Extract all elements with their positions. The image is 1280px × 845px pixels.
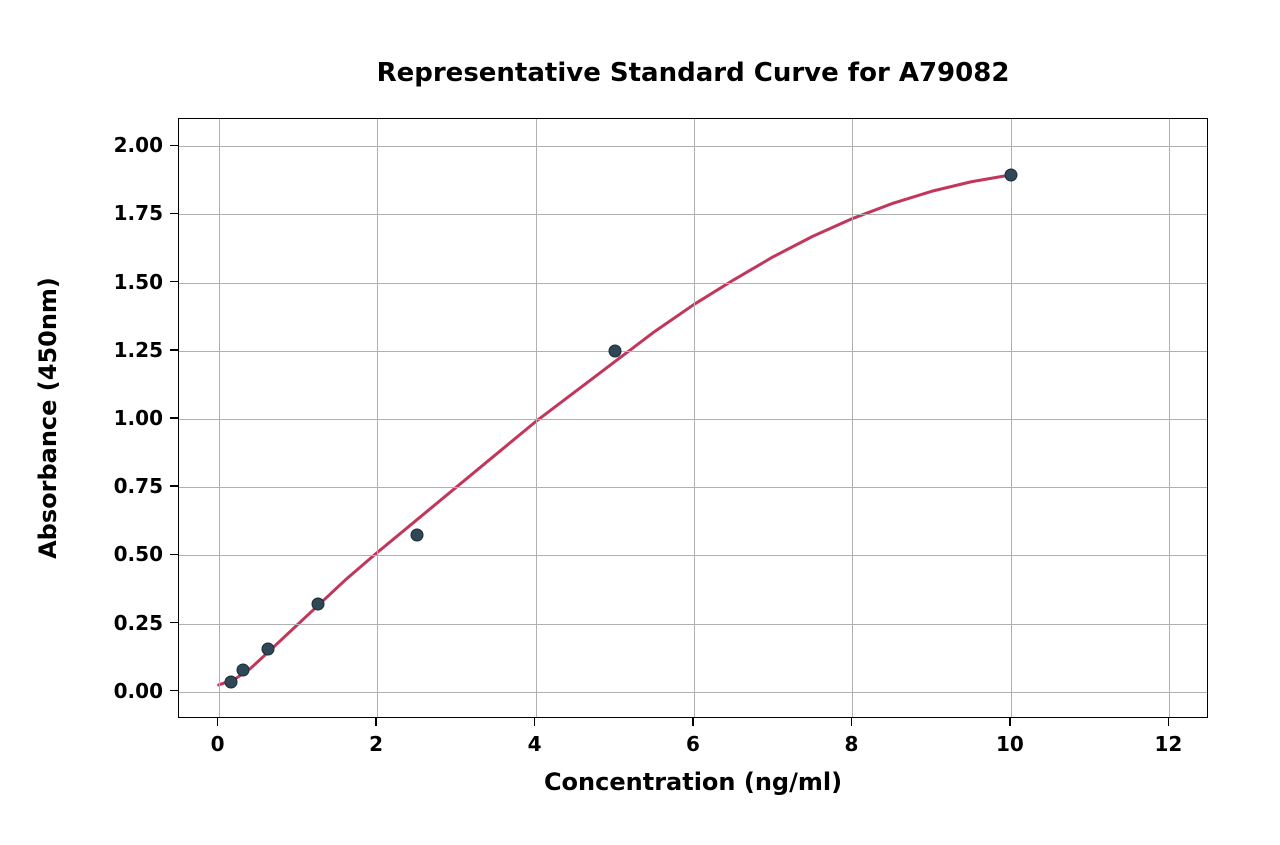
x-tick-label: 2: [369, 732, 383, 756]
grid-line-vertical: [536, 119, 537, 717]
grid-line-vertical: [1169, 119, 1170, 717]
x-tick-label: 4: [528, 732, 542, 756]
data-point: [237, 663, 250, 676]
data-point: [262, 643, 275, 656]
grid-line-horizontal: [179, 351, 1207, 352]
grid-line-vertical: [1011, 119, 1012, 717]
plot-area: [178, 118, 1208, 718]
x-tick: [692, 718, 694, 726]
grid-line-vertical: [377, 119, 378, 717]
x-tick: [375, 718, 377, 726]
grid-line-horizontal: [179, 692, 1207, 693]
chart-container: Representative Standard Curve for A79082…: [0, 0, 1280, 845]
y-tick: [170, 281, 178, 283]
data-point: [224, 676, 237, 689]
y-tick-label: 0.50: [108, 542, 163, 566]
x-tick-label: 10: [996, 732, 1024, 756]
grid-line-horizontal: [179, 214, 1207, 215]
y-tick-label: 1.00: [108, 406, 163, 430]
y-tick-label: 0.00: [108, 679, 163, 703]
x-tick-label: 8: [844, 732, 858, 756]
x-tick-label: 6: [686, 732, 700, 756]
chart-title: Representative Standard Curve for A79082: [377, 58, 1010, 88]
grid-line-vertical: [219, 119, 220, 717]
y-tick: [170, 145, 178, 147]
y-tick-label: 1.25: [108, 338, 163, 362]
x-axis-label: Concentration (ng/ml): [544, 768, 842, 796]
data-point: [410, 528, 423, 541]
x-tick: [217, 718, 219, 726]
y-tick-label: 0.75: [108, 474, 163, 498]
x-tick: [1009, 718, 1011, 726]
data-point: [311, 598, 324, 611]
x-tick: [534, 718, 536, 726]
grid-line-horizontal: [179, 487, 1207, 488]
data-point: [608, 344, 621, 357]
y-tick: [170, 417, 178, 419]
y-tick: [170, 690, 178, 692]
y-tick-label: 0.25: [108, 611, 163, 635]
y-tick: [170, 213, 178, 215]
grid-line-vertical: [694, 119, 695, 717]
grid-line-horizontal: [179, 624, 1207, 625]
y-tick-label: 1.75: [108, 201, 163, 225]
grid-line-horizontal: [179, 555, 1207, 556]
y-axis-label: Absorbance (450nm): [34, 277, 62, 559]
grid-line-vertical: [852, 119, 853, 717]
y-tick-label: 1.50: [108, 270, 163, 294]
curve-path: [219, 175, 1011, 685]
x-tick-label: 12: [1154, 732, 1182, 756]
grid-line-horizontal: [179, 419, 1207, 420]
y-tick: [170, 554, 178, 556]
y-tick: [170, 485, 178, 487]
x-tick-label: 0: [211, 732, 225, 756]
x-tick: [851, 718, 853, 726]
grid-line-horizontal: [179, 146, 1207, 147]
y-tick: [170, 349, 178, 351]
x-tick: [1168, 718, 1170, 726]
data-point: [1004, 168, 1017, 181]
y-tick-label: 2.00: [108, 133, 163, 157]
grid-line-horizontal: [179, 283, 1207, 284]
y-tick: [170, 622, 178, 624]
